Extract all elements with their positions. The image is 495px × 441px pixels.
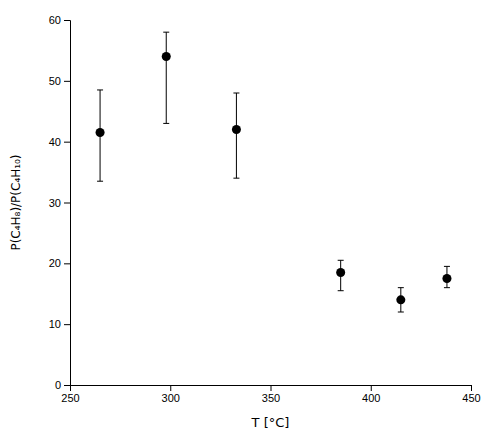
x-tick-mark bbox=[271, 385, 272, 391]
error-cap-lower bbox=[338, 290, 344, 291]
error-bar bbox=[236, 93, 237, 178]
data-point-group bbox=[396, 288, 405, 312]
x-tick-label: 250 bbox=[61, 392, 79, 404]
y-tick-mark bbox=[64, 20, 70, 21]
error-cap-lower bbox=[97, 181, 103, 182]
y-axis-title: P(C₄H₈)/P(C₄H₁₀) bbox=[9, 154, 23, 250]
y-tick-mark bbox=[64, 263, 70, 264]
y-tick-label: 0 bbox=[55, 379, 61, 391]
y-tick: 0 bbox=[55, 379, 70, 391]
error-cap-upper bbox=[398, 287, 404, 288]
y-tick-mark bbox=[64, 81, 70, 82]
y-tick: 40 bbox=[49, 136, 70, 148]
x-tick-mark bbox=[371, 385, 372, 391]
data-point-group bbox=[336, 260, 345, 290]
x-tick: 250 bbox=[61, 385, 79, 404]
error-bar bbox=[166, 32, 167, 123]
error-cap-upper bbox=[444, 266, 450, 267]
plot-area: 250 300 350 400 450 0 10 20 30 40 50 60 bbox=[49, 14, 481, 404]
x-tick-label: 300 bbox=[162, 392, 180, 404]
error-cap-upper bbox=[338, 260, 344, 261]
y-tick: 10 bbox=[49, 318, 70, 330]
error-cap-upper bbox=[233, 93, 239, 94]
error-cap-upper bbox=[97, 89, 103, 90]
y-tick: 60 bbox=[49, 14, 70, 26]
y-tick-label: 60 bbox=[49, 14, 61, 26]
data-point-group bbox=[96, 90, 105, 181]
data-point bbox=[162, 52, 171, 61]
data-point-group bbox=[162, 32, 171, 123]
data-point-group bbox=[232, 93, 241, 178]
x-tick: 450 bbox=[462, 385, 480, 404]
error-cap-lower bbox=[233, 178, 239, 179]
x-axis: 250 300 350 400 450 bbox=[61, 385, 480, 404]
y-axis-line bbox=[64, 21, 71, 386]
data-point bbox=[96, 128, 105, 137]
y-tick-mark bbox=[64, 142, 70, 143]
y-tick: 20 bbox=[49, 257, 70, 269]
data-point bbox=[442, 274, 451, 283]
data-point bbox=[396, 295, 405, 304]
x-tick-mark bbox=[471, 385, 472, 391]
y-tick-label: 50 bbox=[49, 75, 61, 87]
x-axis-title: T [°C] bbox=[251, 415, 290, 430]
y-tick: 50 bbox=[49, 75, 70, 87]
data-point-group bbox=[442, 266, 451, 287]
y-tick-mark bbox=[64, 385, 70, 386]
y-tick: 30 bbox=[49, 197, 70, 209]
chart-container: 250 300 350 400 450 0 10 20 30 40 50 60 T [°C] P(C₄H₈… bbox=[0, 0, 495, 441]
x-tick-label: 350 bbox=[262, 392, 280, 404]
y-tick-label: 20 bbox=[49, 257, 61, 269]
y-tick-label: 30 bbox=[49, 197, 61, 209]
y-tick-mark bbox=[64, 324, 70, 325]
x-tick-label: 450 bbox=[462, 392, 480, 404]
y-tick-label: 10 bbox=[49, 318, 61, 330]
error-cap-upper bbox=[163, 32, 169, 33]
error-cap-lower bbox=[444, 287, 450, 288]
marks bbox=[96, 32, 452, 312]
data-point bbox=[336, 268, 345, 277]
y-tick-mark bbox=[64, 203, 70, 204]
x-tick: 350 bbox=[262, 385, 280, 404]
y-axis: 0 10 20 30 40 50 60 bbox=[49, 14, 71, 391]
x-axis-line bbox=[71, 386, 472, 392]
x-tick: 300 bbox=[162, 385, 180, 404]
y-tick-label: 40 bbox=[49, 136, 61, 148]
x-tick-label: 400 bbox=[362, 392, 380, 404]
data-point bbox=[232, 125, 241, 134]
x-tick: 400 bbox=[362, 385, 380, 404]
x-tick-mark bbox=[170, 385, 171, 391]
error-cap-lower bbox=[163, 123, 169, 124]
chart-svg: 250 300 350 400 450 0 10 20 30 40 50 60 T [°C] P(C₄H₈… bbox=[0, 0, 495, 441]
error-cap-lower bbox=[398, 312, 404, 313]
